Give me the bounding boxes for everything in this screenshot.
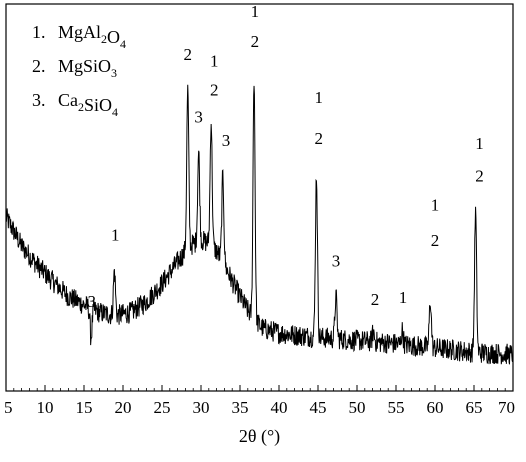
legend-number: 1. <box>32 22 46 42</box>
x-axis: 5 10 15 20 25 30 35 40 45 50 55 60 65 70 <box>4 385 515 417</box>
peak-label: 2 <box>210 80 219 99</box>
x-tick-label: 55 <box>388 398 405 417</box>
legend-entry: Ca2SiO4 <box>58 90 118 119</box>
x-tick-label: 25 <box>154 398 171 417</box>
peak-label: 1 <box>315 88 324 107</box>
peak-label: 3 <box>88 292 97 311</box>
x-tick-label: 15 <box>76 398 93 417</box>
peak-label: 1 <box>399 288 408 307</box>
x-tick-label: 5 <box>4 398 13 417</box>
x-tick-label: 50 <box>349 398 366 417</box>
x-tick-label: 70 <box>498 398 515 417</box>
xrd-series-line <box>5 84 514 365</box>
peak-label: 2 <box>371 290 380 309</box>
peak-label: 2 <box>475 166 484 185</box>
legend: 1. MgAl2O4 2. MgSiO3 3. Ca2SiO4 <box>32 22 126 119</box>
peak-label: 1 <box>475 134 484 153</box>
x-tick-label: 60 <box>427 398 444 417</box>
x-tick-label: 35 <box>232 398 249 417</box>
legend-number: 3. <box>32 90 46 110</box>
x-tick-label: 20 <box>115 398 132 417</box>
peak-label: 3 <box>222 131 231 150</box>
legend-number: 2. <box>32 56 46 76</box>
legend-entry: MgSiO3 <box>58 56 117 80</box>
x-tick-label: 30 <box>193 398 210 417</box>
peak-label: 1 <box>431 195 440 214</box>
peak-label: 2 <box>431 231 440 250</box>
x-tick-label: 40 <box>271 398 288 417</box>
peak-label: 1 <box>111 226 120 245</box>
x-tick-label: 10 <box>37 398 54 417</box>
peak-label: 1 <box>251 2 260 21</box>
x-axis-title: 2θ (°) <box>239 426 280 447</box>
plot-area <box>5 3 514 392</box>
peak-label: 3 <box>194 107 203 126</box>
plot-frame <box>5 3 514 392</box>
legend-entry: MgAl2O4 <box>58 22 126 51</box>
x-tick-label: 65 <box>466 398 483 417</box>
peak-label: 2 <box>315 129 324 148</box>
x-tick-label: 45 <box>310 398 327 417</box>
peak-label: 2 <box>183 45 192 64</box>
peak-label: 2 <box>251 32 260 51</box>
peak-label: 3 <box>332 251 341 270</box>
peak-label: 1 <box>210 51 219 70</box>
